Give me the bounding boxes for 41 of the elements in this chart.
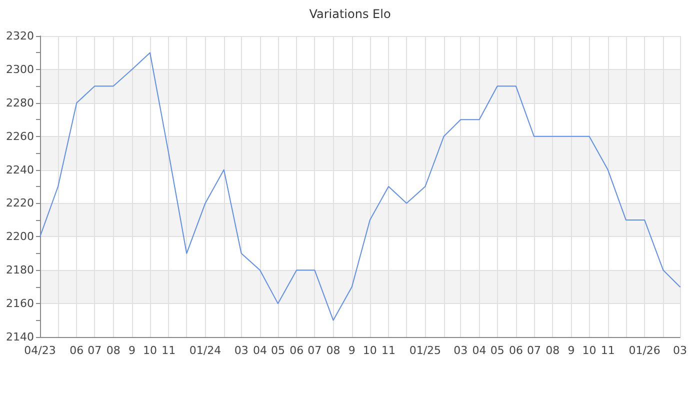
x-tick-label: 03 (454, 344, 468, 357)
y-tick-label: 2200 (6, 230, 34, 244)
x-tick-label: 06 (70, 344, 84, 357)
x-tick-label: 03 (673, 344, 687, 357)
x-tick-label: 03 (234, 344, 248, 357)
line-series (40, 52, 680, 321)
x-tick-label: 9 (568, 344, 575, 357)
y-tick-label: 2160 (6, 297, 34, 310)
x-tick-label: 07 (308, 344, 322, 357)
y-tick-label: 2140 (6, 330, 34, 344)
x-tick-label: 05 (490, 344, 504, 357)
x-tick-label: 11 (162, 344, 176, 357)
x-tick-label: 08 (106, 344, 120, 357)
y-tick-label: 2240 (6, 163, 34, 176)
x-tick-label: 07 (88, 344, 102, 357)
x-tick-label: 05 (270, 344, 285, 357)
y-tick-label: 2320 (6, 30, 34, 42)
x-tick-label: 01/25 (409, 344, 442, 357)
x-tick-label: 11 (382, 344, 396, 357)
x-tick-label: 01/24 (189, 344, 222, 357)
x-tick-label: 9 (348, 344, 356, 357)
chart-title: Variations Elo (309, 7, 391, 21)
x-tick-label: 07 (526, 344, 541, 357)
y-tick-label: 2260 (6, 130, 34, 143)
x-tick-label: 04/23 (24, 344, 56, 357)
x-tick-label: 08 (546, 344, 560, 357)
x-tick-label: 08 (326, 344, 340, 357)
x-tick-label: 06 (508, 344, 523, 357)
x-tick-label: 10 (582, 344, 596, 357)
y-tick-label: 2220 (6, 196, 34, 210)
x-tick-label: 04 (472, 344, 486, 357)
y-tick-label: 2180 (6, 264, 34, 277)
x-tick-label: 10 (362, 344, 377, 357)
x-tick-label: 01/26 (628, 344, 660, 357)
x-tick-label: 9 (128, 344, 136, 357)
x-tick-label: 06 (290, 344, 304, 357)
x-tick-label: 04 (252, 344, 267, 357)
x-tick-label: 10 (142, 344, 157, 357)
x-tick-label: 11 (600, 344, 615, 357)
y-tick-label: 2300 (6, 62, 34, 76)
y-tick-label: 2280 (6, 96, 34, 110)
